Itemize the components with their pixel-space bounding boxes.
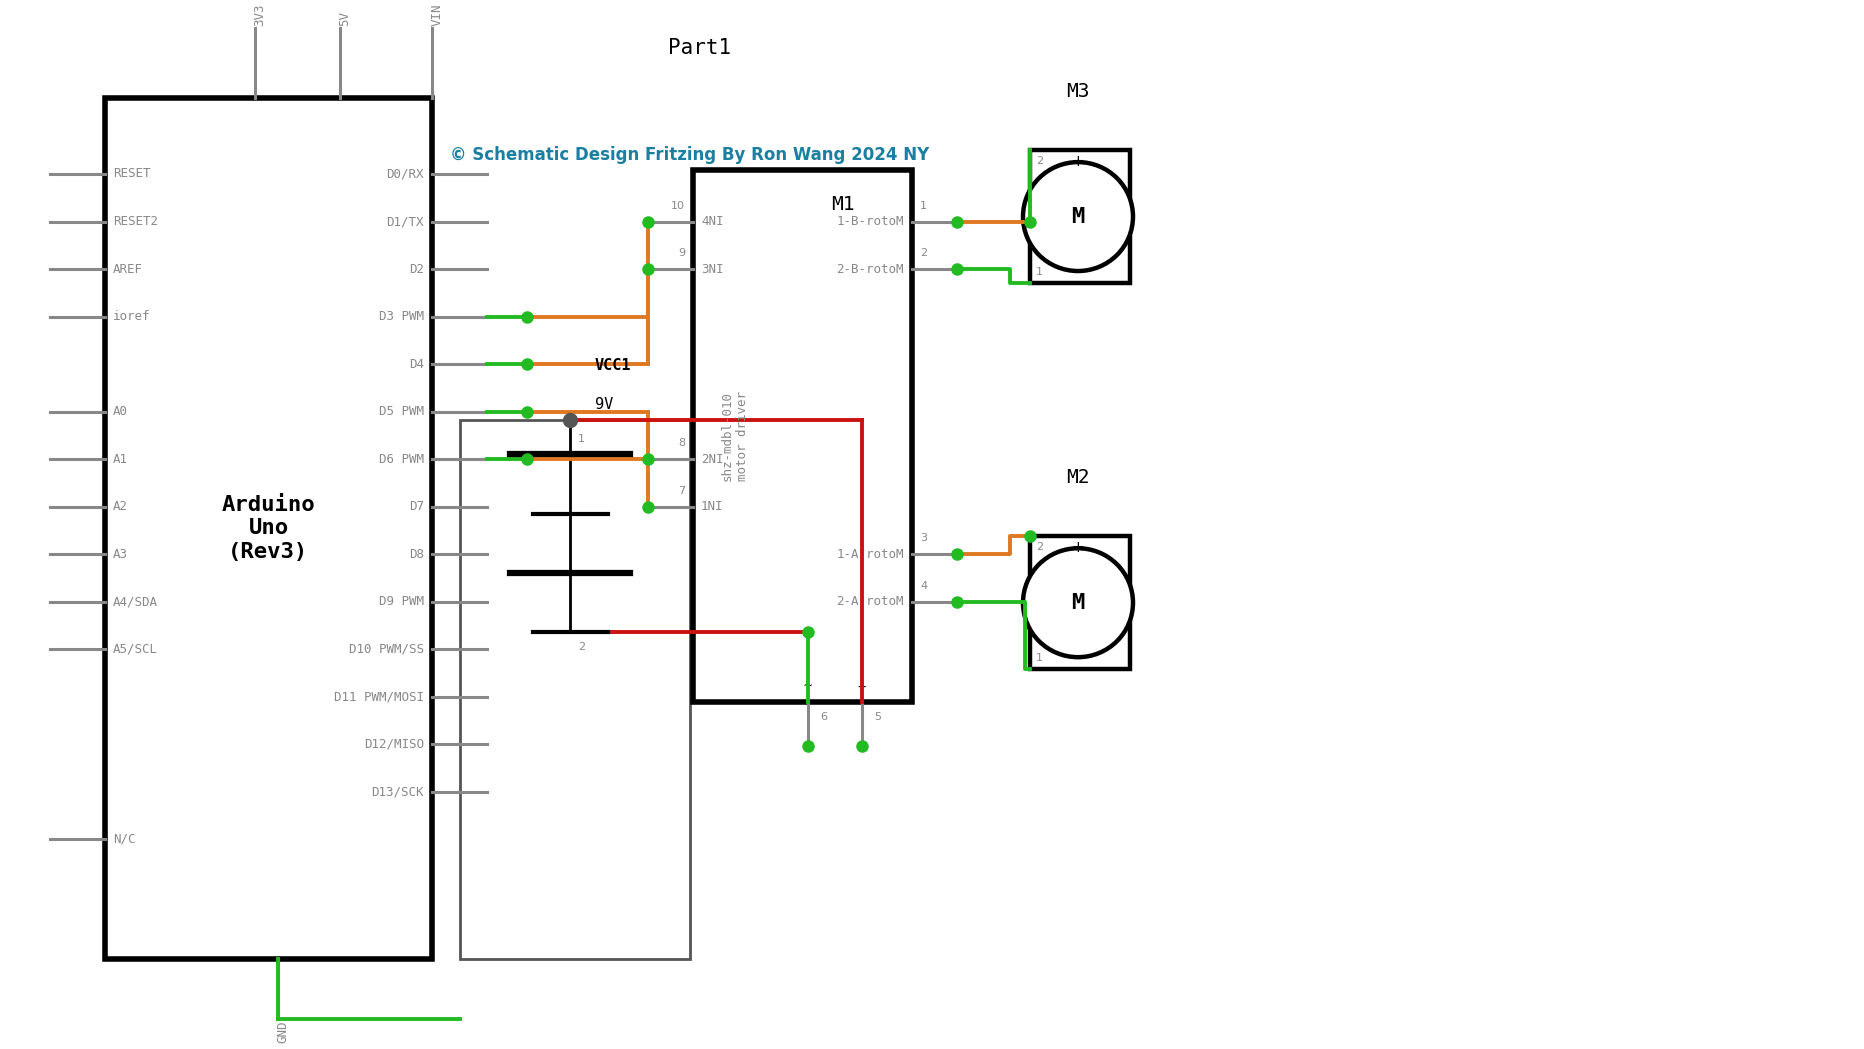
Text: D10 PWM/SS: D10 PWM/SS — [349, 643, 423, 656]
Text: A3: A3 — [114, 548, 129, 561]
Text: VCC1: VCC1 — [595, 358, 632, 372]
Text: M: M — [1072, 593, 1085, 613]
Text: D11 PWM/MOSI: D11 PWM/MOSI — [334, 690, 423, 703]
Text: RESET: RESET — [114, 168, 151, 180]
Text: D6 PWM: D6 PWM — [378, 453, 423, 466]
Text: 2-B-rotoM: 2-B-rotoM — [837, 262, 904, 276]
Text: D9 PWM: D9 PWM — [378, 595, 423, 608]
Text: 3V3: 3V3 — [254, 4, 267, 26]
Text: -: - — [1076, 650, 1081, 665]
Text: A0: A0 — [114, 405, 129, 419]
Text: D7: D7 — [408, 500, 423, 513]
Text: 1: 1 — [1036, 266, 1044, 277]
Text: 6: 6 — [820, 711, 828, 722]
Text: M2: M2 — [1066, 468, 1090, 487]
Text: © Schematic Design Fritzing By Ron Wang 2024 NY: © Schematic Design Fritzing By Ron Wang … — [449, 146, 930, 165]
Text: AREF: AREF — [114, 262, 144, 276]
Text: +: + — [1072, 154, 1085, 169]
Text: M3: M3 — [1066, 82, 1090, 101]
Text: A4/SDA: A4/SDA — [114, 595, 158, 608]
Text: D5 PWM: D5 PWM — [378, 405, 423, 419]
Text: 3: 3 — [921, 533, 926, 543]
Text: 4NI: 4NI — [701, 215, 723, 228]
Text: GND: GND — [276, 1021, 289, 1043]
Text: A5/SCL: A5/SCL — [114, 643, 158, 656]
Text: D2: D2 — [408, 262, 423, 276]
Circle shape — [1023, 163, 1133, 271]
Text: D13/SCK: D13/SCK — [371, 786, 423, 798]
Text: 9V: 9V — [595, 398, 613, 412]
Text: 9: 9 — [678, 249, 684, 258]
Text: 7: 7 — [678, 486, 684, 496]
Text: A2: A2 — [114, 500, 129, 513]
Text: 10: 10 — [671, 200, 684, 211]
Text: 1-B-rotoM: 1-B-rotoM — [837, 215, 904, 228]
Text: D8: D8 — [408, 548, 423, 561]
Text: M1: M1 — [831, 195, 856, 214]
Text: 2NI: 2NI — [701, 453, 723, 466]
Circle shape — [1023, 549, 1133, 657]
Text: +: + — [857, 680, 867, 693]
Bar — [460, 420, 690, 959]
Bar — [104, 98, 432, 959]
Text: -: - — [1076, 264, 1081, 279]
Bar — [1031, 536, 1130, 669]
Text: 4: 4 — [921, 581, 926, 591]
Text: M: M — [1072, 207, 1085, 227]
Text: Part1: Part1 — [669, 38, 731, 59]
Text: 3NI: 3NI — [701, 262, 723, 276]
Text: 2-A-rotoM: 2-A-rotoM — [837, 595, 904, 608]
Text: ~: ~ — [803, 680, 813, 693]
Text: 2: 2 — [921, 249, 926, 258]
Text: D12/MISO: D12/MISO — [363, 737, 423, 751]
Text: 5V: 5V — [339, 12, 352, 26]
Bar — [1031, 150, 1130, 283]
Text: D1/TX: D1/TX — [386, 215, 423, 228]
Text: 1: 1 — [921, 200, 926, 211]
Text: 5: 5 — [874, 711, 882, 722]
Text: D0/RX: D0/RX — [386, 168, 423, 180]
Text: ioref: ioref — [114, 311, 151, 323]
Text: 1NI: 1NI — [701, 500, 723, 513]
Text: A1: A1 — [114, 453, 129, 466]
Text: D3 PWM: D3 PWM — [378, 311, 423, 323]
Text: RESET2: RESET2 — [114, 215, 158, 228]
Text: 8: 8 — [678, 438, 684, 448]
Text: VIN: VIN — [431, 4, 444, 26]
Text: Arduino
Uno
(Rev3): Arduino Uno (Rev3) — [222, 495, 315, 561]
Text: 2: 2 — [578, 642, 585, 652]
Text: shz-mdbl-010
motor driver: shz-mdbl-010 motor driver — [721, 391, 749, 480]
Text: 1: 1 — [578, 434, 585, 445]
Bar — [693, 170, 911, 702]
Text: N/C: N/C — [114, 833, 136, 845]
Text: D4: D4 — [408, 358, 423, 370]
Text: 1-A-rotoM: 1-A-rotoM — [837, 548, 904, 561]
Text: 1: 1 — [1036, 654, 1044, 663]
Text: +: + — [1072, 540, 1085, 555]
Text: 2: 2 — [1036, 156, 1044, 166]
Text: 2: 2 — [1036, 542, 1044, 553]
